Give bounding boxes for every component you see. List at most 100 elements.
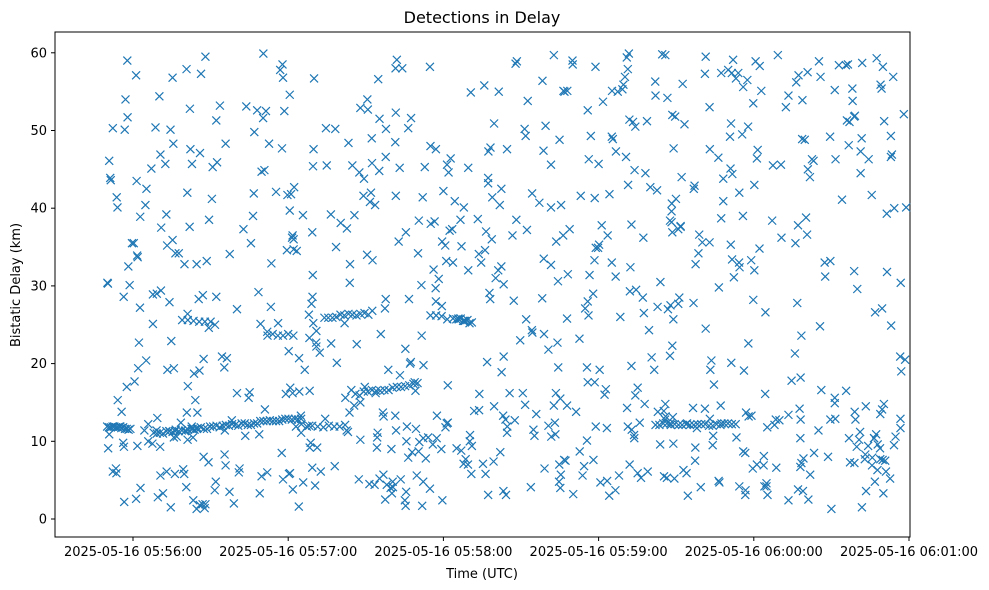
detection-marker	[421, 453, 431, 463]
detection-marker	[180, 259, 189, 269]
detection-marker	[737, 129, 747, 139]
detection-marker	[392, 382, 402, 392]
detection-marker	[432, 433, 442, 443]
detection-marker	[620, 72, 630, 82]
detection-marker	[726, 164, 735, 173]
detection-marker	[629, 430, 639, 440]
detection-marker	[221, 460, 231, 470]
detection-marker	[511, 215, 521, 225]
detection-marker	[106, 175, 116, 185]
detection-marker	[373, 74, 383, 84]
detection-marker	[437, 495, 447, 505]
detection-marker	[155, 471, 165, 480]
detection-marker	[876, 80, 885, 90]
detection-marker	[396, 474, 406, 484]
detection-marker	[719, 419, 729, 428]
detection-marker	[809, 448, 819, 458]
detection-marker	[255, 416, 265, 426]
detection-marker	[391, 191, 401, 201]
detection-marker	[259, 165, 269, 175]
detection-marker	[748, 295, 758, 305]
detection-marker	[731, 419, 741, 429]
detection-marker	[478, 459, 488, 469]
detection-marker	[465, 430, 475, 440]
detection-marker	[441, 422, 450, 432]
detection-marker	[749, 265, 759, 275]
detection-marker	[733, 68, 743, 78]
detection-marker	[221, 139, 231, 149]
detection-marker	[456, 446, 466, 456]
detection-marker	[201, 52, 210, 62]
detection-marker	[467, 317, 477, 327]
detection-marker	[395, 370, 405, 380]
x-axis-ticks: 2025-05-16 05:56:00 2025-05-16 05:57:00 20…	[64, 537, 978, 560]
detection-marker	[277, 143, 287, 153]
x-tick-label: 2025-05-16 05:58:00	[374, 545, 512, 560]
detection-marker	[753, 145, 763, 155]
detection-marker	[661, 412, 671, 421]
detection-marker	[563, 269, 573, 279]
detection-marker	[823, 452, 833, 462]
detection-marker	[309, 144, 318, 154]
detection-marker	[621, 152, 631, 162]
detection-marker	[647, 352, 657, 362]
detection-marker	[669, 143, 679, 153]
detection-marker	[861, 401, 871, 411]
detection-marker	[845, 117, 854, 127]
detection-marker	[585, 270, 594, 280]
detection-marker	[759, 451, 769, 461]
detection-marker	[583, 105, 593, 115]
detection-marker	[776, 160, 786, 170]
detection-marker	[284, 346, 294, 356]
detection-marker	[483, 490, 493, 500]
detection-marker	[734, 481, 744, 491]
detection-marker	[182, 64, 191, 74]
detection-marker	[575, 334, 584, 344]
detection-marker	[448, 258, 458, 268]
detection-marker	[249, 189, 259, 198]
detection-marker	[627, 220, 636, 229]
detection-marker	[240, 431, 250, 441]
detection-marker	[844, 140, 854, 150]
detection-marker	[403, 453, 413, 463]
detection-marker	[537, 293, 547, 303]
detection-marker	[674, 420, 683, 430]
detection-marker	[555, 135, 564, 145]
detection-marker	[642, 116, 652, 126]
detection-marker	[169, 363, 179, 373]
detection-marker	[705, 237, 714, 247]
detection-marker	[309, 74, 319, 83]
detection-marker	[896, 278, 906, 288]
detection-marker	[359, 387, 369, 396]
detection-marker	[132, 441, 142, 451]
detection-marker	[104, 429, 114, 439]
detection-marker	[211, 477, 221, 487]
detection-marker	[653, 302, 663, 312]
detection-marker	[538, 76, 547, 86]
detection-marker	[882, 267, 892, 277]
detection-marker	[852, 284, 862, 294]
detection-marker	[640, 168, 650, 178]
detection-marker	[830, 393, 840, 403]
detection-marker	[264, 139, 274, 149]
detection-marker	[195, 500, 205, 510]
detection-marker	[368, 255, 377, 265]
detection-marker	[263, 331, 272, 341]
detection-marker	[771, 415, 781, 424]
detection-marker	[667, 227, 677, 237]
detection-marker	[461, 454, 471, 464]
detection-marker	[169, 432, 179, 442]
detection-marker	[555, 394, 565, 403]
detection-marker	[820, 258, 830, 268]
detection-marker	[418, 433, 428, 443]
detection-marker	[875, 409, 885, 419]
detection-marker	[781, 102, 791, 112]
detection-marker	[434, 274, 444, 284]
detection-marker	[502, 428, 512, 438]
detection-marker	[391, 63, 400, 73]
detection-marker	[589, 455, 598, 465]
detection-marker	[154, 91, 164, 101]
detection-marker	[792, 298, 802, 308]
detection-marker	[899, 109, 909, 119]
detection-marker	[127, 238, 137, 248]
